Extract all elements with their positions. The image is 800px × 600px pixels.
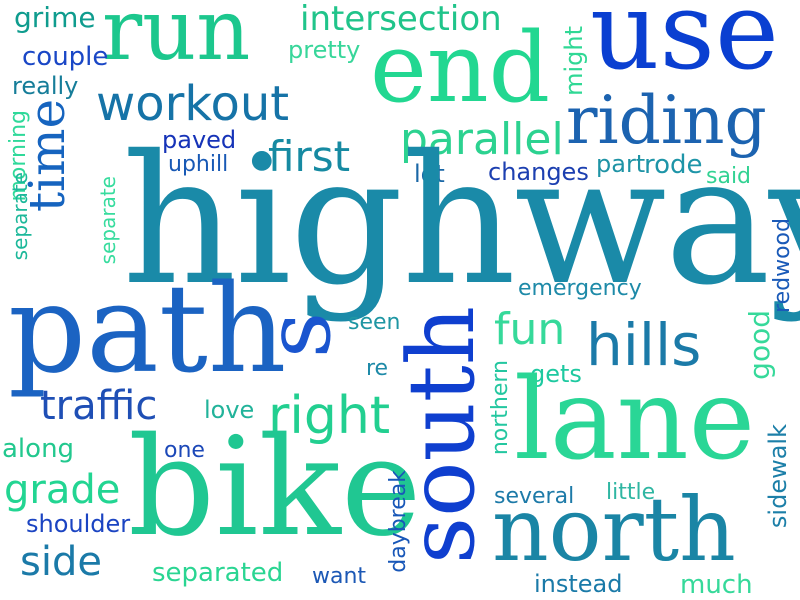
word-redwood: redwood [770, 218, 795, 313]
word-changes: changes [488, 158, 589, 186]
word-shoulder: shoulder [26, 510, 131, 538]
word-really: really [12, 72, 79, 100]
word-side: side [20, 539, 102, 585]
word-run: run [102, 0, 251, 79]
word-bike: bike [128, 409, 422, 567]
word-end: end [370, 12, 551, 124]
word-uphill: uphill [168, 152, 229, 177]
word-grime: grime [14, 1, 96, 34]
word-emergency: emergency [518, 276, 642, 301]
word-gets: gets [530, 360, 582, 388]
word-want: want [312, 564, 367, 589]
word-instead: instead [534, 570, 623, 598]
word-re: re [366, 356, 389, 381]
word-along: along [2, 434, 75, 464]
word-several: several [494, 484, 575, 509]
word-little: little [606, 480, 656, 505]
word-love: love [204, 396, 255, 424]
word-rode: rode [644, 150, 703, 180]
word-seen: seen [348, 310, 401, 335]
word-use: use [590, 0, 779, 94]
word-grade: grade [4, 467, 121, 513]
word-much: much [680, 570, 753, 600]
word-one: one [164, 438, 205, 463]
word-riding: riding [566, 82, 767, 159]
word-couple: couple [22, 42, 109, 72]
word-s: s [246, 311, 352, 359]
word-hills: hills [586, 311, 702, 379]
word-said: said [706, 164, 752, 189]
word-lot: lot [414, 160, 445, 188]
word-fun: fun [494, 304, 566, 355]
word-highway: highway [122, 117, 800, 324]
word-northern: northern [488, 360, 513, 456]
word-pretty: pretty [288, 36, 361, 64]
word-right: right [268, 386, 391, 446]
word-separate-right: separate [8, 172, 32, 261]
word-parallel: parallel [400, 114, 564, 165]
word-north: north [492, 478, 736, 581]
word-workout: workout [96, 76, 290, 132]
word-daybreak: daybreak [386, 470, 411, 573]
word-separate-left: separate [96, 176, 120, 265]
word-first: first [268, 132, 351, 181]
word-intersection: intersection [300, 0, 502, 39]
word-separated: separated [152, 558, 284, 588]
word-traffic: traffic [40, 383, 158, 429]
word-part: part [596, 150, 646, 178]
word-lane: lane [514, 355, 756, 485]
word-paved: paved [162, 126, 237, 154]
word-sidewalk: sidewalk [764, 424, 792, 529]
word-path: path [8, 258, 287, 400]
